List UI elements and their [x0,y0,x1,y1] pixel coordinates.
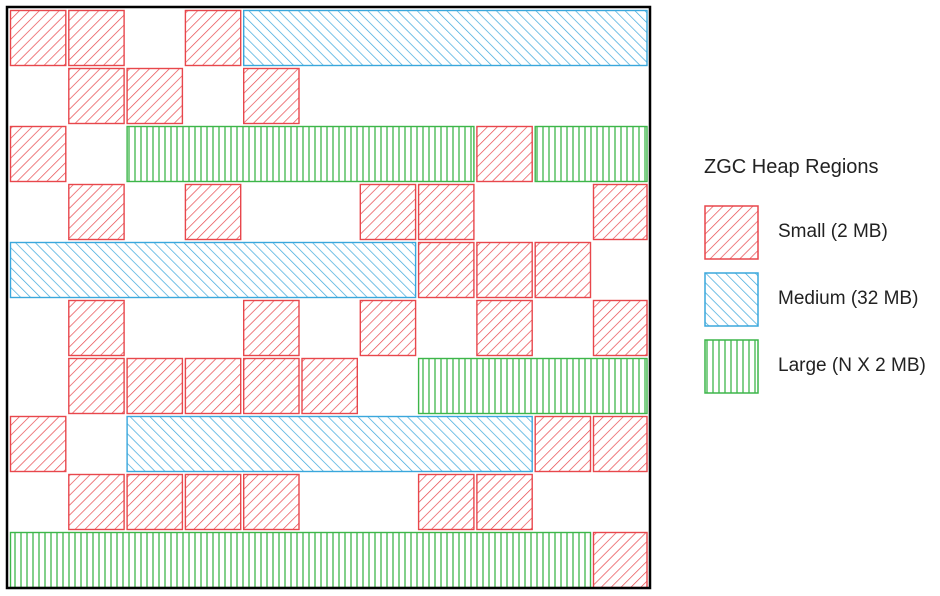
small-region [417,473,475,531]
medium-region-swatch [704,272,759,327]
small-region [126,67,184,125]
legend-item-large: Large (N X 2 MB) [704,339,940,395]
small-region-swatch [704,205,759,260]
small-region [592,299,648,357]
heap-regions [9,9,648,589]
large-region [417,357,648,415]
large-region [126,125,475,183]
medium-region [126,415,533,473]
small-region [592,183,648,241]
legend-title: ZGC Heap Regions [704,156,879,178]
small-region [476,299,533,357]
legend-label-medium: Medium (32 MB) [778,288,919,309]
medium-region [242,9,648,67]
small-region [359,183,417,241]
small-region [68,473,125,531]
small-region [476,473,533,531]
large-region [534,125,648,183]
small-region [184,473,242,531]
small-region [417,183,475,241]
small-region [242,299,300,357]
small-region [242,67,300,125]
small-region [68,183,125,241]
small-region [9,125,67,183]
medium-region [9,241,417,299]
small-region [9,415,67,473]
small-region [184,357,242,415]
small-region [242,473,300,531]
small-region [126,473,184,531]
small-region [68,299,125,357]
small-region [534,415,592,473]
small-region [9,9,67,67]
small-region [68,9,125,67]
small-region [126,357,184,415]
small-region [417,241,475,299]
small-region [592,531,648,589]
small-region [301,357,358,415]
small-region [68,67,125,125]
small-region [476,125,533,183]
small-region [184,183,242,241]
legend-item-small: Small (2 MB) [704,205,940,261]
small-region [476,241,533,299]
legend-label-large: Large (N X 2 MB) [778,355,926,376]
legend: ZGC Heap Regions Small (2 MB) Medium (32… [704,150,940,410]
small-region [359,299,417,357]
heap-border [5,5,652,590]
large-region-swatch [704,339,759,394]
small-region [592,415,648,473]
legend-label-small: Small (2 MB) [778,221,888,242]
small-region [534,241,592,299]
small-region [68,357,125,415]
legend-item-medium: Medium (32 MB) [704,272,940,328]
large-region [9,531,592,589]
small-region [242,357,300,415]
small-region [184,9,242,67]
